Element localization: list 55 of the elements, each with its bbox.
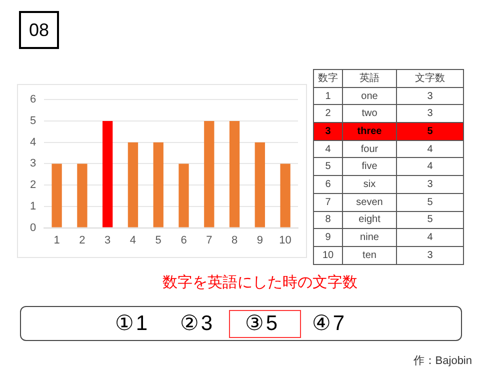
x-tick-label: 2 [79, 234, 86, 246]
text: one [361, 90, 378, 102]
category-label: 3 [427, 108, 433, 120]
category-label: 3 [325, 126, 331, 137]
category-label: 8 [325, 214, 331, 226]
category-label: 2 [325, 108, 331, 120]
text: ③5 [245, 311, 280, 337]
text: five [362, 161, 378, 172]
category-label: 5 [427, 214, 433, 226]
text: three [357, 126, 382, 137]
y-tick-label: 4 [30, 136, 36, 148]
category-label: 7 [325, 196, 331, 208]
category-label: 6 [325, 178, 331, 190]
y-tick-label: 5 [30, 115, 36, 127]
x-tick-label: 3 [104, 234, 111, 246]
text: 文字数 [415, 72, 445, 86]
category-label: 3 [427, 250, 433, 261]
y-tick-label: 6 [30, 94, 36, 106]
category-label: 5 [427, 126, 433, 137]
text: seven [356, 196, 383, 208]
category-label: 1 [325, 90, 331, 102]
y-tick-label: 1 [30, 200, 36, 212]
category-label: 5 [325, 161, 331, 172]
x-tick-label: 4 [130, 234, 136, 246]
y-tick-label: 3 [30, 158, 36, 170]
y-tick-label: 2 [30, 179, 36, 192]
category-label: 5 [427, 196, 433, 208]
text: nine [360, 232, 379, 244]
category-label: 4 [427, 161, 433, 172]
x-tick-label: 7 [206, 234, 212, 246]
x-tick-label: 8 [231, 234, 238, 246]
text: 数字を英語にした時の文字数 [162, 273, 358, 292]
text: ②3 [180, 311, 215, 337]
x-tick-label: 6 [180, 234, 187, 246]
text: four [360, 144, 378, 155]
x-tick-label: 9 [256, 234, 263, 246]
y-tick-label: 0 [30, 222, 36, 234]
x-tick-label: 10 [279, 234, 292, 246]
category-label: 4 [325, 144, 331, 155]
text: six [363, 178, 376, 190]
x-tick-label: 5 [155, 234, 162, 246]
category-label: 10 [322, 250, 334, 261]
category-label: 3 [427, 178, 433, 190]
x-tick-label: 1 [54, 234, 60, 246]
category-label: 4 [427, 144, 433, 155]
text: eight [358, 214, 380, 226]
text: two [362, 108, 378, 120]
text: 08 [19, 11, 59, 49]
text: 英語 [360, 72, 380, 86]
text: ①1 [115, 311, 150, 337]
text: ④7 [312, 311, 347, 337]
text: 数字 [318, 72, 338, 86]
text: 作：Bajobin [412, 354, 472, 368]
text: ten [362, 250, 376, 261]
category-label: 3 [427, 90, 433, 102]
